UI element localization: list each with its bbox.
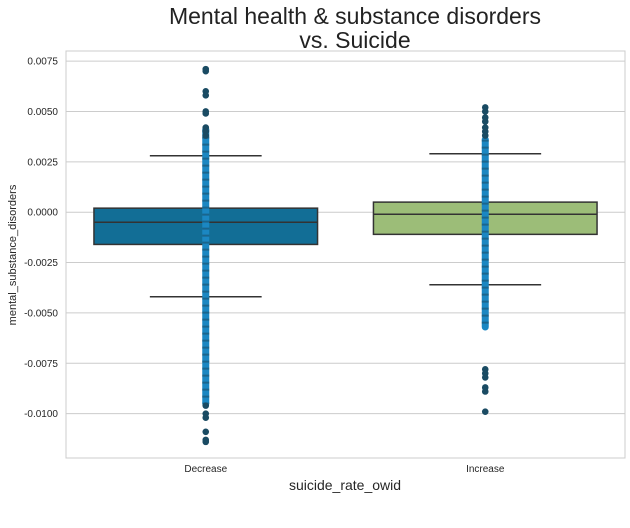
outlier-point (202, 110, 210, 117)
chart-title-line-2: vs. Suicide (299, 27, 410, 53)
y-axis-label: mental_substance_disorders (7, 184, 19, 325)
y-tick-labels: -0.0100 -0.0075 -0.0050 -0.0025 0.0000 0.0025… (24, 57, 58, 421)
y-tick-label: -0.0050 (24, 308, 58, 319)
y-tick-label: -0.0025 (24, 258, 58, 269)
y-tick-label: 0.0075 (27, 57, 58, 68)
y-tick-label: -0.0075 (24, 359, 58, 370)
outlier-point (202, 436, 210, 444)
box-group-increase (372, 104, 598, 415)
outlier-point (202, 402, 210, 409)
plot-area (65, 50, 626, 459)
outlier-point (202, 414, 210, 422)
outlier-point (202, 428, 210, 436)
x-axis-label: suicide_rate_owid (289, 477, 401, 493)
outlier-point (202, 67, 210, 75)
y-tick-label: 0.0050 (27, 107, 58, 118)
box-group-decrease (93, 65, 319, 446)
outlier-point (481, 132, 489, 139)
x-tick-labels: Decrease Increase (184, 464, 505, 475)
outlier-point (202, 92, 210, 99)
y-tick-label: -0.0100 (24, 409, 58, 420)
outlier-point (481, 388, 489, 395)
boxes (93, 65, 598, 446)
outlier-point (481, 108, 489, 115)
x-tick-label: Decrease (184, 464, 227, 475)
y-tick-label: 0.0000 (27, 208, 58, 219)
outlier-point (481, 374, 489, 381)
chart-title-line-1: Mental health & substance disorders (169, 3, 541, 29)
outlier-point (481, 118, 489, 125)
outlier-point (202, 132, 210, 139)
y-tick-label: 0.0025 (27, 157, 58, 168)
outlier-point (481, 408, 489, 415)
x-tick-label: Increase (466, 464, 505, 475)
